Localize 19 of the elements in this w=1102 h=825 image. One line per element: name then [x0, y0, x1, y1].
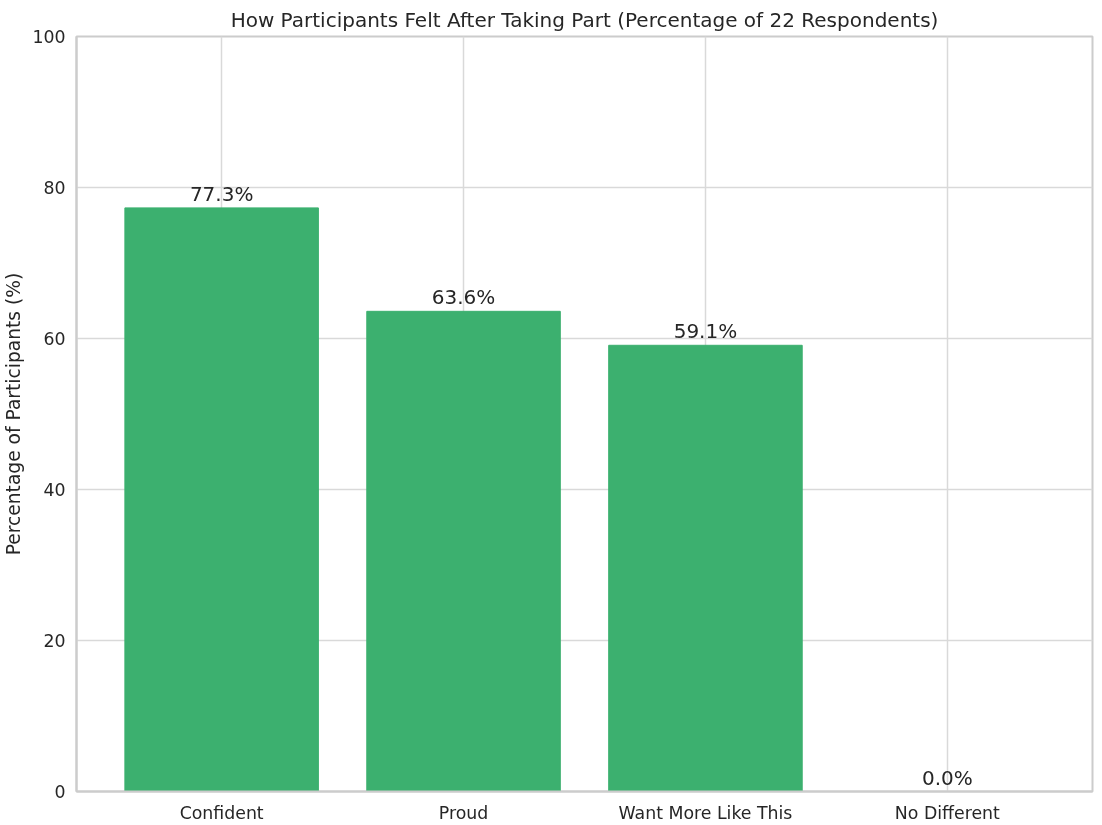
bar	[608, 344, 803, 792]
y-tick-label: 40	[43, 480, 66, 500]
data-label: 63.6%	[431, 285, 496, 310]
x-tick-label: Want More Like This	[618, 802, 793, 823]
chart-title: How Participants Felt After Taking Part (Percentage of 22 Respondents)	[230, 7, 939, 32]
bar	[124, 207, 319, 792]
y-axis-title: Percentage of Participants (%)	[3, 272, 25, 556]
data-label: 59.1%	[673, 319, 738, 344]
x-tick-label: No Different	[894, 802, 1001, 823]
data-label: 0.0%	[921, 765, 973, 790]
data-label: 77.3%	[189, 181, 254, 206]
bar	[366, 310, 561, 792]
y-tick-label: 0	[54, 782, 66, 802]
x-tick-label: Confident	[179, 802, 264, 823]
x-tick-label: Proud	[438, 802, 489, 823]
y-tick-label: 60	[43, 329, 66, 349]
y-tick-label: 80	[43, 178, 66, 198]
y-tick-label: 100	[32, 27, 66, 47]
y-tick-label: 20	[43, 631, 66, 651]
